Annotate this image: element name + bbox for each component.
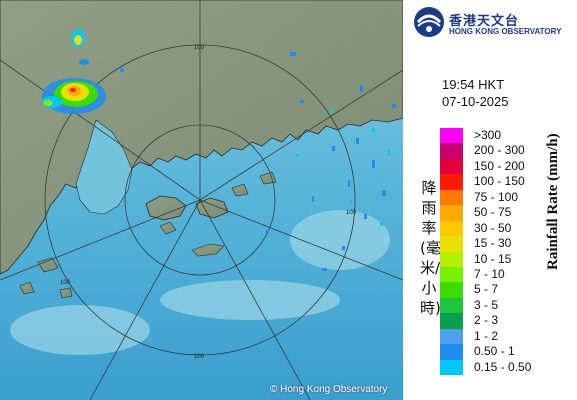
lantau-island <box>145 195 187 221</box>
legend-row: >300 <box>440 128 540 144</box>
legend-label: 0.15 - 0.50 <box>474 359 532 374</box>
legend-swatch <box>440 359 463 375</box>
legend-row: 0.15 - 0.50 <box>440 359 540 375</box>
legend-row: 7 - 10 <box>440 266 540 283</box>
legend-label: 150 - 200 <box>474 158 525 173</box>
legend-swatch <box>440 344 463 360</box>
legend-title-english: Rainfall Rate (mm/h) <box>545 133 561 270</box>
legend-swatch <box>440 128 463 144</box>
legend-label: 15 - 30 <box>474 236 512 251</box>
legend-row: 150 - 200 <box>440 158 540 175</box>
legend-label: 0.50 - 1 <box>474 344 515 359</box>
legend-swatch <box>440 220 463 237</box>
hko-logo: 香港天文台 HONG KONG OBSERVATORY <box>413 6 573 42</box>
rain-echo-faint <box>296 110 390 226</box>
logo-text-english: HONG KONG OBSERVATORY <box>449 27 562 36</box>
observation-date: 07-10-2025 <box>442 94 509 109</box>
ring-label-east: 100 <box>346 210 357 216</box>
map-copyright: © Hong Kong Observatory <box>270 384 388 395</box>
legend-row: 5 - 7 <box>440 282 540 298</box>
legend-title-chinese: 降雨率(毫米/小時) <box>420 179 441 317</box>
legend-swatch <box>440 297 463 314</box>
legend-row: 1 - 2 <box>440 328 540 345</box>
legend-label: 30 - 50 <box>474 220 512 235</box>
radar-image: 100 100 100 100 <box>0 0 403 400</box>
legend-label: 75 - 100 <box>474 189 519 204</box>
legend-swatch <box>440 328 463 345</box>
shallow-sea <box>10 210 390 355</box>
legend-row: 30 - 50 <box>440 220 540 237</box>
legend-row: 3 - 5 <box>440 297 540 314</box>
hong-kong-island <box>195 197 229 219</box>
logo-text-chinese: 香港天文台 <box>449 14 520 29</box>
legend-label: 2 - 3 <box>474 313 499 328</box>
legend-swatch <box>440 282 463 298</box>
legend-swatch <box>440 313 463 329</box>
legend-swatch <box>440 174 463 190</box>
legend-row: 200 - 300 <box>440 143 540 159</box>
legend-row: 2 - 3 <box>440 313 540 329</box>
legend-label: 5 - 7 <box>474 282 499 297</box>
rain-echo-scattered <box>120 52 396 271</box>
legend-label: 7 - 10 <box>474 266 505 281</box>
ring-label-south: 100 <box>194 354 205 360</box>
legend-row: 50 - 75 <box>440 205 540 221</box>
ring-label-north: 100 <box>194 45 205 51</box>
legend-label: 100 - 150 <box>474 174 525 189</box>
rain-echo-nw-cell <box>42 29 106 114</box>
legend-row: 75 - 100 <box>440 189 540 206</box>
outlying-islands <box>19 171 277 299</box>
legend-swatch <box>440 236 463 252</box>
legend-swatch <box>440 266 463 283</box>
legend-swatch <box>440 251 463 267</box>
legend-swatch <box>440 205 463 221</box>
legend-label: 3 - 5 <box>474 297 499 312</box>
legend-swatch <box>440 143 463 159</box>
legend-label: 10 - 15 <box>474 251 512 266</box>
legend-row: 15 - 30 <box>440 236 540 252</box>
hko-emblem-icon <box>414 7 444 37</box>
rainfall-legend: >300 200 - 300 150 - 200 100 - 150 75 - 100 5… <box>440 128 540 375</box>
observation-time: 19:54 HKT <box>442 77 505 92</box>
legend-label: 1 - 2 <box>474 328 499 343</box>
legend-row: 10 - 15 <box>440 251 540 267</box>
legend-panel: 香港天文台 HONG KONG OBSERVATORY 19:54 HKT 07… <box>403 0 577 400</box>
legend-label: 50 - 75 <box>474 205 512 220</box>
ring-label-west: 100 <box>60 280 71 286</box>
legend-row: 100 - 150 <box>440 174 540 190</box>
legend-swatch <box>440 189 463 206</box>
radar-map: 100 100 100 100 <box>0 0 403 400</box>
legend-label: 200 - 300 <box>474 143 525 158</box>
legend-row: 0.50 - 1 <box>440 344 540 360</box>
pearl-river-estuary <box>75 119 133 215</box>
legend-label: >300 <box>474 128 502 142</box>
range-rings <box>0 0 403 400</box>
legend-swatch <box>440 158 463 175</box>
mainland-land <box>0 0 403 275</box>
